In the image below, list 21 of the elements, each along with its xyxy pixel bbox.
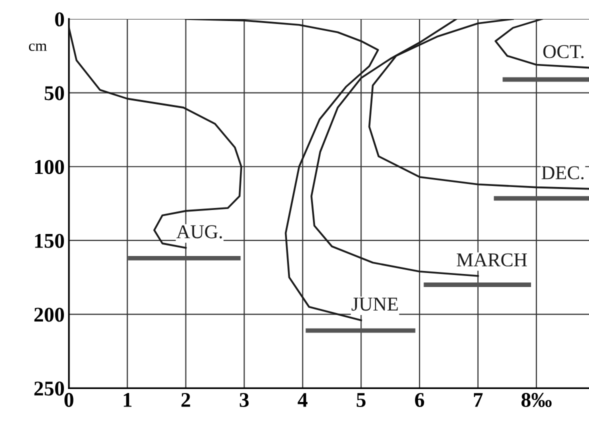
series-label: AUG. (176, 225, 222, 238)
y-tick-label: 200 (34, 308, 64, 322)
x-tick-label: 0 (64, 392, 74, 407)
y-tick-label: 250 (34, 382, 64, 396)
series-label: JUNE (352, 298, 398, 311)
x-tick-label: 3 (240, 392, 249, 407)
y-tick-label: 150 (35, 234, 64, 248)
series-label: MARCH (456, 253, 527, 266)
x-tick-label: 2 (181, 392, 190, 407)
x-tick-label: 1 (124, 393, 132, 407)
x-tick-label: 5 (356, 393, 366, 407)
y-axis-title: cm (28, 44, 47, 51)
series-label: OCT. (543, 45, 584, 58)
y-tick-label: 0 (55, 12, 64, 26)
y-tick-label: 100 (35, 160, 64, 174)
x-tick-label: 7 (474, 393, 483, 407)
x-tick-label: 6 (415, 392, 424, 407)
series-label: DEC. (542, 166, 584, 180)
x-tick-label: 4 (298, 393, 308, 407)
y-tick-label: 50 (44, 86, 64, 100)
x-tick-label: 8‰ (521, 392, 552, 408)
